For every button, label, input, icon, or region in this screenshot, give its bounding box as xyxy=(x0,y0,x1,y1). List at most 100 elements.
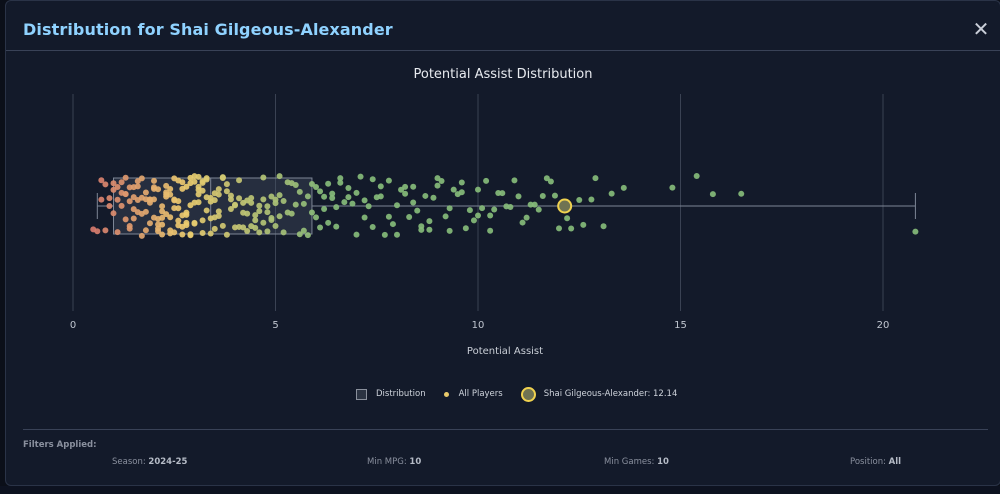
player-point xyxy=(268,216,275,223)
distribution-swatch-icon xyxy=(356,388,367,400)
player-point xyxy=(475,186,481,193)
player-point xyxy=(450,186,457,193)
player-point xyxy=(171,229,178,236)
player-point xyxy=(114,183,121,190)
player-point xyxy=(333,223,340,230)
filter-position-value: All xyxy=(888,457,902,467)
player-point xyxy=(191,178,198,185)
player-point xyxy=(159,214,166,221)
player-point xyxy=(142,189,149,196)
player-point xyxy=(369,176,376,183)
player-point xyxy=(608,190,615,197)
player-point xyxy=(410,199,417,206)
filter-min-mpg: Min MPG: 10 xyxy=(367,457,421,467)
player-point xyxy=(292,201,299,208)
filter-mpg-value: 10 xyxy=(409,457,422,467)
player-point xyxy=(321,205,328,212)
player-point xyxy=(422,192,429,199)
distribution-chart: 0 5 10 15 20 Potential Assist xyxy=(70,94,919,357)
player-point xyxy=(466,207,473,214)
legend-label-distribution: Distribution xyxy=(376,389,426,399)
close-icon[interactable]: ✕ xyxy=(972,17,990,41)
player-point xyxy=(377,183,384,190)
player-point xyxy=(620,184,627,191)
legend-item-highlight[interactable]: Shai Gilgeous-Alexander: 12.14 xyxy=(520,386,677,402)
player-point xyxy=(183,183,190,190)
player-point xyxy=(313,183,319,190)
player-point xyxy=(304,193,311,200)
player-point xyxy=(353,189,360,196)
player-point xyxy=(175,217,182,224)
filter-season: Season: 2024-25 xyxy=(112,457,187,467)
player-point xyxy=(223,181,230,188)
highlight-ring-icon xyxy=(520,386,536,402)
filters-divider xyxy=(23,429,988,430)
player-point xyxy=(418,226,425,233)
legend-item-all-players[interactable]: All Players xyxy=(443,389,503,399)
player-point xyxy=(159,203,166,210)
player-point xyxy=(138,232,145,239)
player-point xyxy=(272,196,279,203)
player-point xyxy=(394,202,400,209)
player-point xyxy=(215,191,222,198)
player-point xyxy=(211,197,218,204)
filter-season-label: Season: xyxy=(112,457,146,467)
player-point xyxy=(142,208,149,215)
player-point xyxy=(252,217,259,224)
player-point xyxy=(199,230,206,237)
player-point xyxy=(102,181,109,188)
x-tick-label-10: 10 xyxy=(472,320,485,331)
modal-title: Distribution for Shai Gilgeous-Alexander xyxy=(23,20,393,39)
player-point xyxy=(155,186,162,193)
player-point xyxy=(240,224,247,231)
player-point xyxy=(547,178,554,185)
player-point xyxy=(313,214,319,221)
legend-item-distribution[interactable]: Distribution xyxy=(356,388,426,400)
player-point xyxy=(219,222,226,229)
player-point xyxy=(430,194,437,201)
player-point xyxy=(183,219,190,226)
player-point xyxy=(260,196,267,203)
player-point xyxy=(357,173,364,180)
player-point xyxy=(300,227,307,234)
player-point xyxy=(195,183,202,190)
player-point xyxy=(207,230,214,237)
player-point xyxy=(288,210,295,217)
player-point xyxy=(487,227,494,234)
player-point xyxy=(333,204,340,211)
player-point xyxy=(256,208,263,215)
player-point xyxy=(203,207,210,214)
player-point xyxy=(102,227,109,234)
player-point xyxy=(248,199,255,206)
player-point xyxy=(329,190,336,197)
player-point xyxy=(551,192,558,199)
player-point xyxy=(256,229,263,236)
player-point xyxy=(223,231,230,238)
player-point xyxy=(232,201,238,208)
player-point xyxy=(98,177,105,184)
player-point xyxy=(308,209,315,216)
player-point xyxy=(114,196,121,203)
player-point xyxy=(134,183,141,190)
chart-container: 0 5 10 15 20 Potential Assist Potential Assis… xyxy=(6,56,1000,416)
player-point xyxy=(361,214,368,221)
player-point xyxy=(483,177,490,184)
player-point xyxy=(394,231,400,238)
player-point xyxy=(122,216,129,223)
player-point xyxy=(345,194,352,201)
player-point xyxy=(114,229,121,236)
player-point xyxy=(236,195,243,202)
x-axis-title: Potential Assist xyxy=(467,346,543,357)
player-point xyxy=(264,228,271,235)
player-point xyxy=(126,223,133,230)
chart-title: Potential Assist Distribution xyxy=(413,67,593,82)
player-point xyxy=(276,213,283,220)
player-point xyxy=(260,219,267,226)
highlight-player-marker xyxy=(557,198,573,214)
player-point xyxy=(142,227,149,234)
player-point xyxy=(159,231,166,238)
player-point xyxy=(669,184,676,191)
player-point xyxy=(434,182,441,189)
player-point xyxy=(426,218,433,225)
player-point xyxy=(264,209,271,216)
